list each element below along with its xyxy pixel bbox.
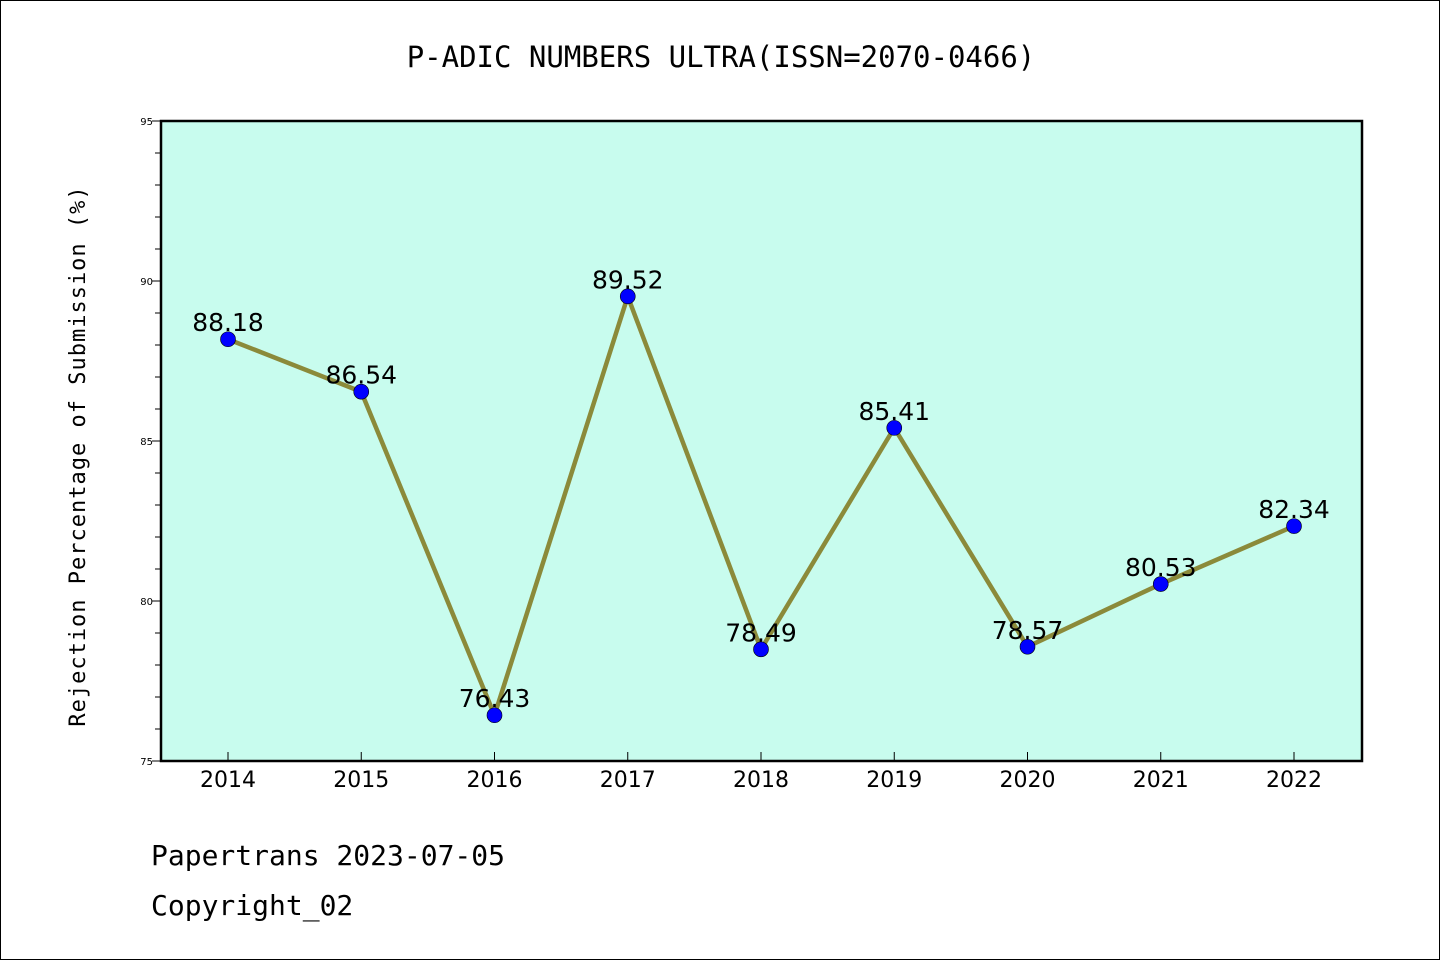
x-tick-label: 2015 [333,768,389,793]
data-series [220,288,1302,724]
data-label: 78.49 [725,618,797,647]
data-point [886,420,903,436]
data-label: 78.57 [992,616,1064,645]
x-tick-label: 2016 [467,768,523,793]
y-tick-label: 95 [140,117,153,128]
data-point [619,288,636,305]
data-point [486,707,503,724]
plot-border [159,119,1364,763]
chart-title: P-ADIC NUMBERS ULTRA(ISSN=2070-0466) [407,40,1036,74]
x-tick-label: 2018 [733,768,789,793]
y-axis: 75 80 85 90 95 [140,117,161,768]
y-tick-label: 80 [140,597,153,608]
x-axis: 2014 2015 2016 2017 2018 2019 2020 2021 2022 [200,752,1322,793]
data-label: 85.41 [858,397,930,426]
y-axis-label: Rejection Percentage of Submission (%) [66,185,91,726]
data-point [220,331,236,348]
footer-copyright: Copyright_02 [151,889,353,923]
y-tick-label: 75 [140,757,153,768]
x-tick-label: 2021 [1133,768,1189,793]
x-tick-label: 2020 [1000,768,1056,793]
data-point [753,641,769,658]
x-tick-label: 2014 [200,768,256,793]
data-label: 76.43 [459,684,531,713]
footer-source: Papertrans 2023-07-05 [151,839,505,872]
y-tick-label: 90 [140,277,153,288]
data-label: 88.18 [192,308,264,337]
data-point [1286,518,1302,534]
y-tick-label: 85 [140,437,153,448]
x-tick-label: 2022 [1266,768,1322,793]
x-tick-label: 2019 [866,768,922,793]
data-label: 82.34 [1258,495,1330,524]
data-label: 89.52 [592,265,664,294]
data-label: 80.53 [1125,553,1197,582]
plot-area [161,121,1362,761]
data-point [353,383,370,400]
x-tick-label: 2017 [600,768,656,793]
data-point [1152,576,1169,592]
data-labels: 88.18 86.54 76.43 89.52 78.49 85.41 78.57 80.53… [192,265,1330,713]
data-label: 86.54 [325,361,397,390]
data-point [1019,638,1036,655]
